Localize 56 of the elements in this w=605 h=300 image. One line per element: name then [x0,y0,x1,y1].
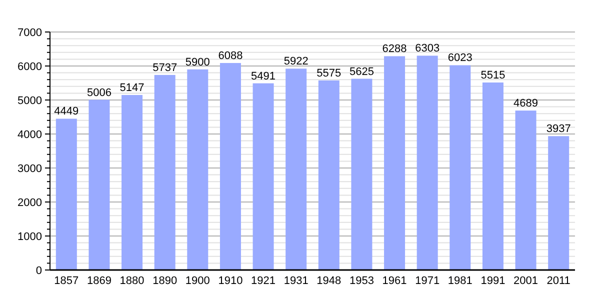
y-tick-label: 1000 [18,230,42,243]
x-tick-label: 2001 [514,275,538,287]
bar [88,100,110,270]
data-label: 5515 [480,69,506,82]
bar [252,83,274,270]
data-label: 5006 [86,86,112,99]
data-label: 5900 [185,56,210,68]
y-tick-label: 3000 [18,162,42,175]
bar [187,69,208,270]
x-tick-label: 1857 [54,275,79,287]
data-label: 3937 [546,123,571,136]
bar [351,78,372,270]
y-tick-label: 5000 [18,94,42,107]
x-tick-label: 1948 [316,275,342,287]
bar [450,65,471,270]
x-tick-label: 1880 [120,275,144,287]
y-tick-label: 6000 [18,60,42,73]
data-label: 5922 [284,56,308,68]
x-tick-label: 1869 [86,275,112,287]
y-tick-label: 2000 [18,196,42,209]
x-tick-label: 1900 [185,275,210,287]
x-tick-label: 1910 [218,275,243,287]
data-label: 5575 [316,67,342,80]
data-label: 6288 [382,43,407,56]
bar [122,95,143,270]
bar [220,63,241,270]
bar [154,74,176,270]
data-label: 5491 [251,70,276,82]
data-label: 4449 [54,106,79,118]
x-tick-label: 1953 [349,275,374,287]
data-label: 6023 [448,52,472,64]
x-tick-label: 1961 [382,275,407,287]
bar [416,56,438,270]
data-label: 6303 [415,42,440,55]
bar [515,110,536,270]
data-label: 5147 [120,82,144,94]
y-tick-label: 4000 [18,128,42,141]
bar [548,136,570,270]
x-tick-label: 1971 [415,275,440,287]
data-label: 6088 [218,50,243,62]
x-tick-label: 1921 [251,275,276,287]
data-label: 5737 [152,62,178,74]
bar [286,68,307,270]
x-tick-label: 2011 [546,275,570,287]
y-tick-label: 7000 [18,26,42,39]
bar [482,82,504,270]
x-tick-label: 1981 [448,275,472,287]
x-tick-label: 1890 [152,275,178,287]
bar [318,80,340,270]
y-tick-label: 0 [36,264,42,277]
bar [384,56,406,270]
bar [56,118,77,270]
x-tick-label: 1931 [284,275,308,287]
x-tick-label: 1991 [480,275,506,287]
data-label: 4689 [514,98,538,110]
data-label: 5625 [349,66,374,78]
